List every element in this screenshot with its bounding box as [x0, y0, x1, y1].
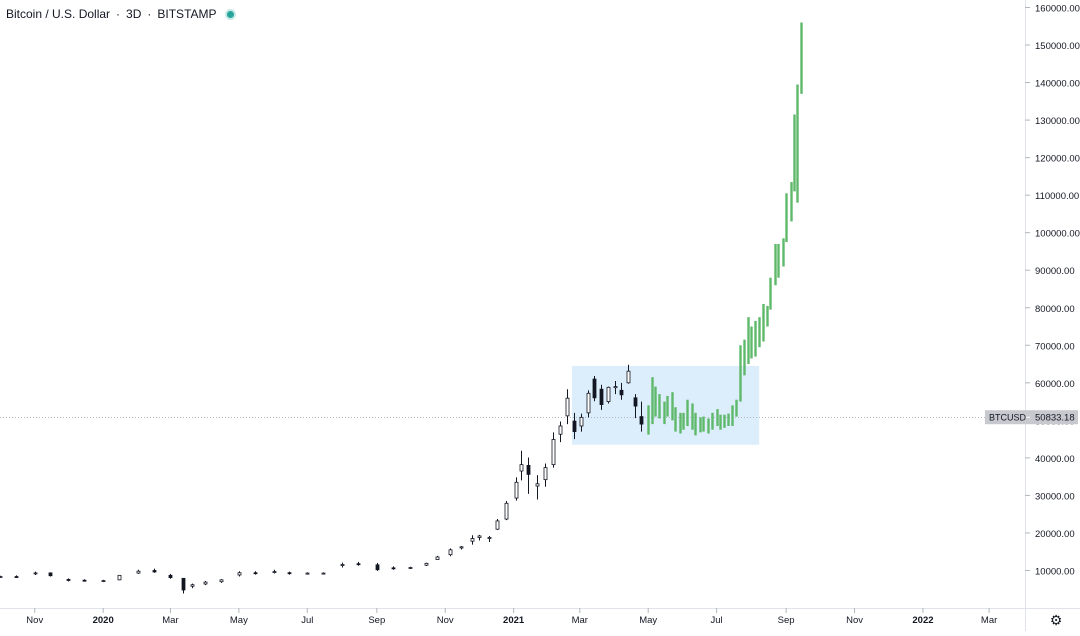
- x-tick-label: Nov: [26, 615, 43, 626]
- candle-body: [572, 420, 577, 433]
- x-tick-label: May: [230, 615, 248, 626]
- candle-body: [504, 502, 509, 520]
- price-label-symbol: BTCUSD: [989, 413, 1027, 423]
- y-tick-label: 40000.00: [1035, 454, 1075, 465]
- candle-body: [321, 572, 326, 575]
- candle-body: [477, 535, 482, 538]
- candle-body: [558, 425, 563, 435]
- y-tick-label: 70000.00: [1035, 341, 1075, 352]
- candle-body: [272, 571, 277, 573]
- candle-body: [0, 576, 3, 578]
- x-tick-label: 2022: [912, 615, 933, 626]
- candle-body: [565, 397, 570, 417]
- y-tick-label: 120000.00: [1035, 154, 1080, 165]
- candle-body: [136, 570, 141, 574]
- candle-body: [101, 580, 106, 583]
- candle-body: [526, 464, 531, 475]
- candle-body: [117, 574, 122, 581]
- x-tick-label: Nov: [437, 615, 454, 626]
- y-tick-label: 10000.00: [1035, 566, 1075, 577]
- x-tick-label: Mar: [981, 615, 997, 626]
- candle-body: [459, 546, 464, 549]
- candle-body: [168, 574, 173, 578]
- interval-label[interactable]: 3D: [126, 7, 142, 21]
- candle-body: [340, 564, 345, 566]
- candle-body: [424, 562, 429, 566]
- x-tick-label: May: [639, 615, 657, 626]
- y-tick-label: 150000.00: [1035, 41, 1080, 52]
- candle-body: [305, 572, 310, 575]
- price-label-badge: [985, 410, 1078, 425]
- candle-body: [82, 579, 87, 582]
- gear-icon[interactable]: ⚙: [1049, 611, 1063, 628]
- candle-body: [619, 389, 624, 396]
- y-tick-label: 90000.00: [1035, 266, 1075, 277]
- candle-body: [14, 576, 19, 578]
- candle-body: [190, 584, 195, 587]
- market-status-icon: [226, 10, 234, 18]
- y-tick-label: 30000.00: [1035, 491, 1075, 502]
- candle-body: [514, 481, 519, 499]
- y-tick-label: 160000.00: [1035, 4, 1080, 15]
- candle-body: [606, 386, 611, 402]
- candle-body: [356, 563, 361, 566]
- x-tick-label: Nov: [846, 615, 863, 626]
- candle-body: [203, 581, 208, 585]
- x-tick-label: Jul: [301, 615, 313, 626]
- candle-body: [391, 567, 396, 570]
- x-tick-label: Mar: [162, 615, 178, 626]
- candle-body: [408, 567, 413, 569]
- candle-body: [66, 579, 71, 581]
- y-tick-label: 60000.00: [1035, 379, 1075, 390]
- candle-body: [181, 577, 186, 591]
- candle-body: [495, 520, 500, 530]
- candle-body: [287, 572, 292, 575]
- x-tick-label: 2021: [503, 615, 525, 626]
- chart-legend: Bitcoin / U.S. Dollar · 3D · BITSTAMP: [6, 6, 234, 22]
- symbol-name[interactable]: Bitcoin / U.S. Dollar: [6, 7, 111, 21]
- y-tick-label: 20000.00: [1035, 529, 1075, 540]
- candle-body: [599, 388, 604, 405]
- y-tick-label: 110000.00: [1035, 191, 1079, 202]
- x-tick-label: Jul: [711, 615, 723, 626]
- price-label-value: 50833.18: [1035, 413, 1075, 424]
- candle-body: [219, 579, 224, 583]
- exchange-label: BITSTAMP: [157, 7, 217, 21]
- legend-separator: ·: [147, 7, 152, 21]
- candle-body: [435, 556, 440, 560]
- candle-body: [551, 439, 556, 466]
- x-tick-label: 2020: [93, 615, 114, 626]
- candle-body: [237, 572, 242, 576]
- candle-body: [448, 549, 453, 556]
- candle-body: [613, 386, 618, 389]
- candle-body: [639, 416, 644, 425]
- x-tick-label: Mar: [572, 615, 588, 626]
- candle-body: [626, 370, 631, 384]
- x-tick-label: Sep: [778, 615, 795, 626]
- legend-separator: ·: [116, 7, 121, 21]
- candle-body: [470, 538, 475, 542]
- candle-body: [487, 537, 492, 539]
- y-tick-label: 140000.00: [1035, 79, 1080, 90]
- candle-body: [543, 467, 548, 481]
- candle-body: [535, 483, 540, 487]
- y-tick-label: 80000.00: [1035, 304, 1075, 315]
- candle-body: [152, 570, 157, 573]
- candle-body: [519, 464, 524, 472]
- candle-body: [253, 572, 258, 575]
- candle-body: [375, 564, 380, 571]
- candle-body: [33, 572, 38, 575]
- x-tick-label: Sep: [368, 615, 385, 626]
- y-tick-label: 100000.00: [1035, 229, 1080, 240]
- candle-body: [48, 572, 53, 577]
- y-tick-label: 130000.00: [1035, 116, 1080, 127]
- candle-body: [592, 378, 597, 399]
- candle-body: [586, 392, 591, 414]
- candle-body: [633, 397, 638, 407]
- candle-body: [579, 416, 584, 427]
